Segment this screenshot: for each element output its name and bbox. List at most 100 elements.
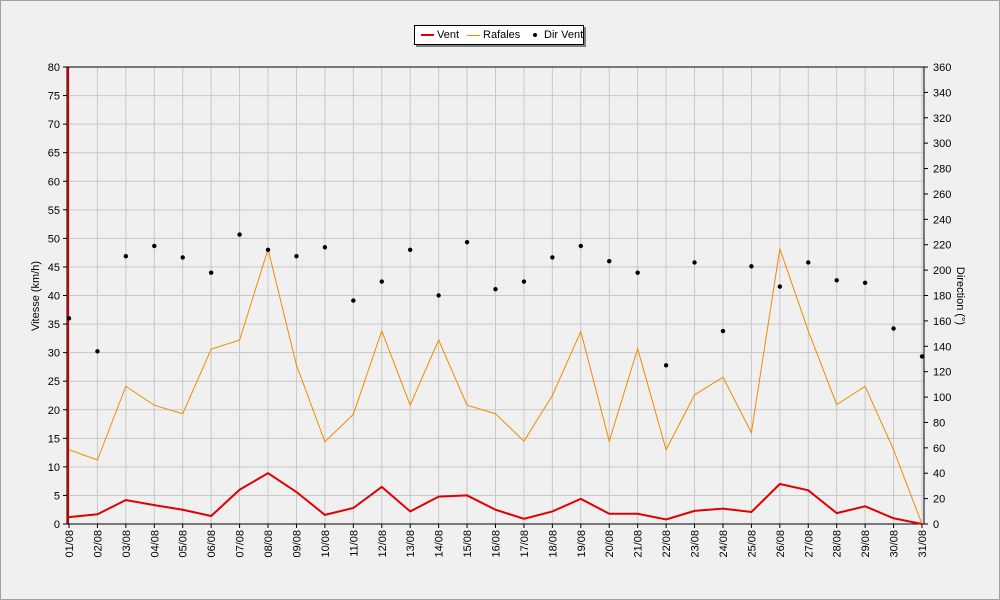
x-tick-label: 19/08 — [576, 530, 588, 558]
left-axis: 0 5 10 15 20 25 30 35 40 45 50 55 60 65 70 75 80 — [48, 62, 924, 531]
x-tick-label: 20/08 — [604, 530, 616, 558]
x-tick-label: 23/08 — [690, 530, 702, 558]
right-tick-label: 340 — [933, 87, 951, 99]
right-tick-label: 320 — [933, 113, 951, 125]
x-tick-label: 06/08 — [206, 530, 218, 558]
series-line-vent — [68, 471, 923, 525]
right-tick-label: 60 — [933, 443, 945, 455]
point-dir-vent — [834, 278, 839, 283]
x-tick-label: 13/08 — [405, 530, 417, 558]
point-dir-vent — [663, 363, 669, 368]
point-dir-vent — [720, 328, 726, 334]
right-tick-label: 120 — [933, 367, 951, 379]
point-dir-vent — [749, 264, 754, 269]
right-tick-label: 240 — [933, 214, 951, 226]
x-tick-label: 21/08 — [633, 530, 645, 558]
x-tick-label: 09/08 — [291, 530, 303, 558]
x-tick-label: 15/08 — [462, 530, 474, 558]
point-dir-vent — [237, 232, 242, 237]
point-dir-vent — [692, 260, 697, 265]
left-tick-label: 5 — [54, 490, 60, 502]
right-tick-label: 0 — [933, 519, 939, 531]
x-tick-label: 28/08 — [832, 530, 844, 558]
x-axis: 01/08 02/08 03/08 04/08 05/08 06/08 07/08 08/08… — [64, 523, 929, 558]
point-dir-vent — [294, 253, 299, 259]
x-tick-label: 17/08 — [519, 530, 531, 558]
right-tick-label: 360 — [933, 62, 951, 74]
legend: Vent Rafales Dir Vent — [414, 25, 584, 45]
legend-swatch-rafales — [467, 35, 480, 36]
right-tick-label: 200 — [933, 265, 951, 277]
x-tick-label: 14/08 — [434, 530, 446, 558]
x-tick-label: 03/08 — [121, 530, 133, 558]
left-tick-label: 45 — [48, 262, 60, 274]
left-tick-label: 15 — [48, 433, 60, 445]
point-dir-vent — [95, 349, 100, 354]
right-tick-label: 80 — [933, 417, 945, 429]
left-tick-label: 55 — [48, 205, 60, 217]
x-tick-label: 07/08 — [235, 530, 247, 558]
point-dir-vent — [919, 354, 925, 359]
x-tick-label: 08/08 — [263, 530, 275, 558]
left-tick-label: 0 — [54, 519, 60, 531]
x-tick-label: 02/08 — [92, 530, 104, 558]
x-tick-label: 05/08 — [178, 530, 190, 558]
gridlines — [67, 66, 924, 524]
legend-label-vent: Vent — [437, 29, 460, 41]
right-tick-label: 280 — [933, 164, 951, 176]
x-tick-label: 26/08 — [775, 530, 787, 558]
x-tick-label: 25/08 — [746, 530, 758, 558]
x-tick-label: 31/08 — [917, 530, 929, 558]
legend-item-vent: Vent — [421, 28, 471, 42]
left-tick-label: 25 — [48, 376, 60, 388]
left-tick-label: 60 — [48, 176, 60, 188]
point-dir-vent — [635, 270, 640, 275]
left-tick-label: 20 — [48, 405, 60, 417]
right-tick-label: 40 — [933, 468, 945, 480]
y2-axis-label: Direction (°) — [954, 267, 966, 325]
series-layer — [66, 232, 925, 525]
point-dir-vent — [862, 280, 868, 286]
left-tick-label: 30 — [48, 348, 60, 360]
x-tick-label: 04/08 — [149, 530, 161, 558]
left-tick-label: 35 — [48, 319, 60, 331]
legend-label-dir-vent: Dir Vent — [544, 29, 584, 41]
point-dir-vent — [550, 255, 555, 260]
left-tick-label: 10 — [48, 462, 60, 474]
point-dir-vent — [265, 247, 271, 252]
right-tick-label: 20 — [933, 494, 945, 506]
point-dir-vent — [408, 247, 413, 252]
point-dir-vent — [322, 245, 328, 250]
x-tick-label: 22/08 — [661, 530, 673, 558]
left-tick-label: 50 — [48, 233, 60, 245]
point-dir-vent — [891, 326, 896, 331]
legend-item-dir-vent: Dir Vent — [529, 28, 583, 42]
point-dir-vent — [180, 255, 185, 260]
right-tick-label: 260 — [933, 189, 951, 201]
x-tick-label: 12/08 — [377, 530, 389, 558]
point-dir-vent — [379, 279, 384, 284]
x-tick-label: 24/08 — [718, 530, 730, 558]
point-dir-vent — [464, 239, 470, 245]
left-tick-label: 80 — [48, 62, 60, 74]
right-tick-label: 300 — [933, 138, 951, 150]
right-tick-label: 180 — [933, 291, 951, 303]
point-dir-vent — [607, 259, 612, 264]
x-tick-label: 27/08 — [803, 530, 815, 558]
right-axis: 0 20 40 60 80 100 120 140 160 180 200 220 240 260 280 3… — [923, 62, 951, 531]
legend-label-rafales: Rafales — [483, 29, 521, 41]
legend-item-rafales: Rafales — [467, 28, 527, 42]
right-tick-label: 140 — [933, 341, 951, 353]
point-dir-vent — [493, 286, 498, 292]
right-tick-label: 220 — [933, 240, 951, 252]
left-tick-label: 70 — [48, 119, 60, 131]
point-dir-vent — [351, 298, 356, 303]
y-axis-label: Vitesse (km/h) — [30, 261, 42, 331]
left-tick-label: 75 — [48, 91, 60, 103]
point-dir-vent — [578, 243, 583, 249]
legend-swatch-vent — [421, 34, 434, 36]
point-dir-vent — [66, 316, 72, 321]
x-tick-label: 01/08 — [64, 530, 76, 558]
point-dir-vent — [777, 284, 783, 289]
